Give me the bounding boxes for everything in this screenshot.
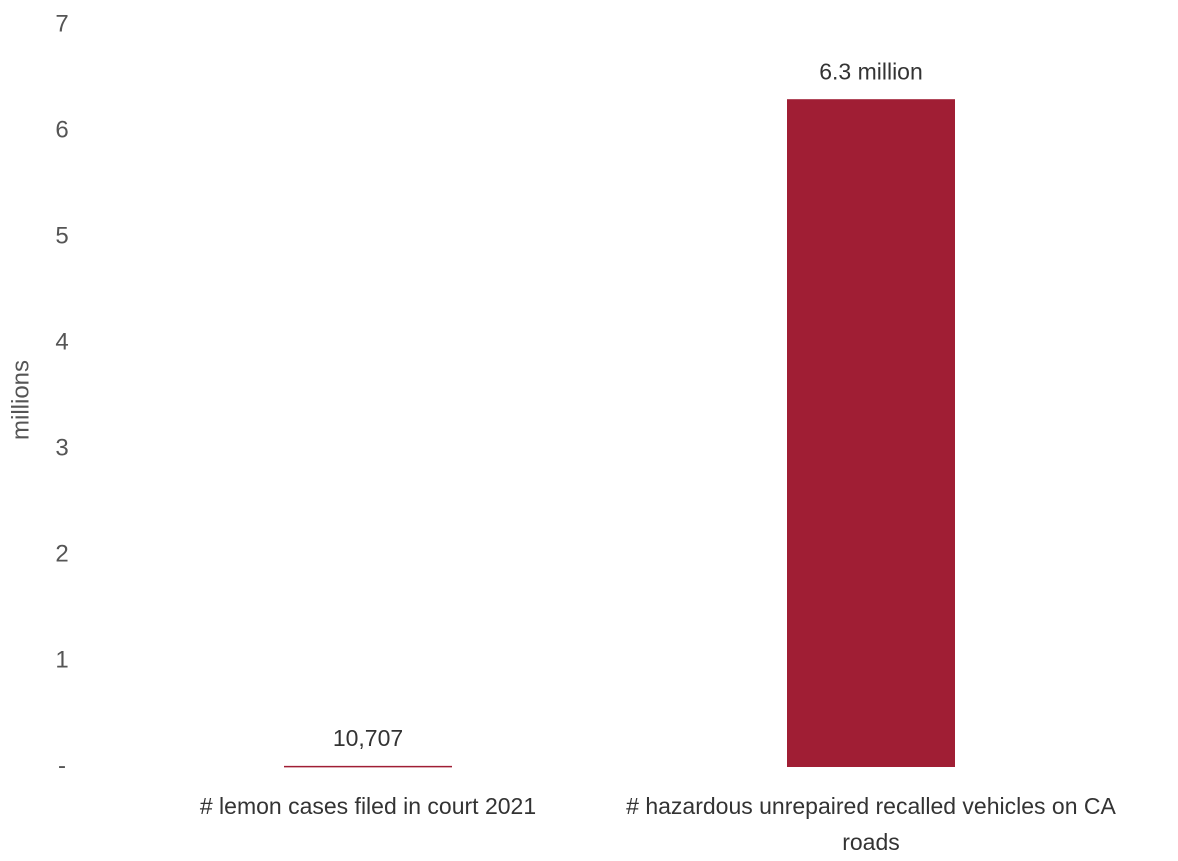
y-tick-label: 7: [55, 10, 68, 37]
y-axis-label: millions: [7, 360, 34, 440]
x-tick-label: # hazardous unrepaired recalled vehicles…: [626, 793, 1116, 855]
value-label: 10,707: [333, 725, 403, 751]
y-tick-label: 5: [55, 222, 68, 249]
x-tick-label: # lemon cases filed in court 2021: [200, 793, 536, 819]
bar: [787, 99, 955, 767]
y-tick-label: 1: [55, 646, 68, 673]
y-tick-label: 3: [55, 434, 68, 461]
y-tick-label: -: [58, 752, 66, 779]
y-tick-label: 6: [55, 116, 68, 143]
y-tick-label: 4: [55, 328, 68, 355]
value-label: 6.3 million: [819, 58, 923, 84]
y-tick-label: 2: [55, 540, 68, 567]
bar: [284, 765, 452, 768]
